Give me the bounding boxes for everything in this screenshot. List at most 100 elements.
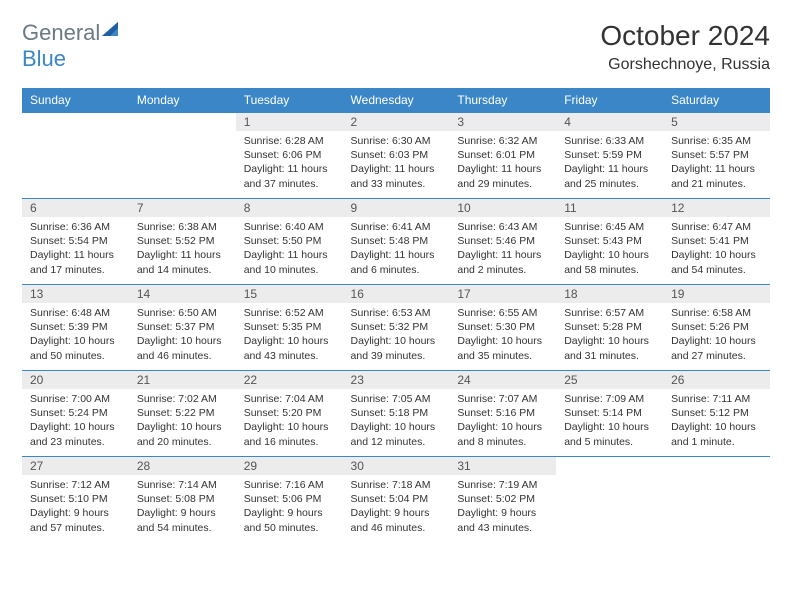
sunrise-text: Sunrise: 7:18 AM <box>351 478 442 492</box>
sunset-text: Sunset: 5:41 PM <box>671 234 762 248</box>
calendar-day-cell: 23Sunrise: 7:05 AMSunset: 5:18 PMDayligh… <box>343 371 450 457</box>
day-number: 30 <box>343 457 450 475</box>
daylight-text: Daylight: 9 hours and 54 minutes. <box>137 506 228 534</box>
logo-text-2: Blue <box>22 46 66 71</box>
sunrise-text: Sunrise: 6:35 AM <box>671 134 762 148</box>
day-number: 24 <box>449 371 556 389</box>
sunrise-text: Sunrise: 6:47 AM <box>671 220 762 234</box>
calendar-day-cell: 18Sunrise: 6:57 AMSunset: 5:28 PMDayligh… <box>556 285 663 371</box>
sunset-text: Sunset: 6:03 PM <box>351 148 442 162</box>
day-number: 10 <box>449 199 556 217</box>
calendar-day-cell: 4Sunrise: 6:33 AMSunset: 5:59 PMDaylight… <box>556 113 663 199</box>
day-details: Sunrise: 6:52 AMSunset: 5:35 PMDaylight:… <box>236 303 343 367</box>
logo-triangle-icon <box>100 20 120 40</box>
calendar-day-cell: 3Sunrise: 6:32 AMSunset: 6:01 PMDaylight… <box>449 113 556 199</box>
sunset-text: Sunset: 5:46 PM <box>457 234 548 248</box>
day-details: Sunrise: 6:45 AMSunset: 5:43 PMDaylight:… <box>556 217 663 281</box>
day-number: 19 <box>663 285 770 303</box>
title-box: October 2024 Gorshechnoye, Russia <box>600 20 770 74</box>
day-details: Sunrise: 6:41 AMSunset: 5:48 PMDaylight:… <box>343 217 450 281</box>
day-number: 14 <box>129 285 236 303</box>
sunrise-text: Sunrise: 7:07 AM <box>457 392 548 406</box>
day-details: Sunrise: 6:32 AMSunset: 6:01 PMDaylight:… <box>449 131 556 195</box>
sunset-text: Sunset: 5:16 PM <box>457 406 548 420</box>
sunrise-text: Sunrise: 7:12 AM <box>30 478 121 492</box>
calendar-week-row: 27Sunrise: 7:12 AMSunset: 5:10 PMDayligh… <box>22 457 770 543</box>
sunrise-text: Sunrise: 6:36 AM <box>30 220 121 234</box>
calendar-day-cell: 25Sunrise: 7:09 AMSunset: 5:14 PMDayligh… <box>556 371 663 457</box>
sunset-text: Sunset: 5:18 PM <box>351 406 442 420</box>
sunset-text: Sunset: 5:22 PM <box>137 406 228 420</box>
day-number: 11 <box>556 199 663 217</box>
sunrise-text: Sunrise: 6:57 AM <box>564 306 655 320</box>
sunrise-text: Sunrise: 6:48 AM <box>30 306 121 320</box>
sunset-text: Sunset: 5:02 PM <box>457 492 548 506</box>
day-number: 2 <box>343 113 450 131</box>
daylight-text: Daylight: 10 hours and 8 minutes. <box>457 420 548 448</box>
month-title: October 2024 <box>600 20 770 52</box>
calendar-table: SundayMondayTuesdayWednesdayThursdayFrid… <box>22 88 770 543</box>
day-number: 23 <box>343 371 450 389</box>
weekday-header: Thursday <box>449 88 556 113</box>
day-details: Sunrise: 6:30 AMSunset: 6:03 PMDaylight:… <box>343 131 450 195</box>
sunrise-text: Sunrise: 6:41 AM <box>351 220 442 234</box>
sunset-text: Sunset: 5:28 PM <box>564 320 655 334</box>
sunrise-text: Sunrise: 7:16 AM <box>244 478 335 492</box>
calendar-day-cell: 5Sunrise: 6:35 AMSunset: 5:57 PMDaylight… <box>663 113 770 199</box>
day-details: Sunrise: 7:18 AMSunset: 5:04 PMDaylight:… <box>343 475 450 539</box>
sunrise-text: Sunrise: 7:05 AM <box>351 392 442 406</box>
day-number: 22 <box>236 371 343 389</box>
day-number: 13 <box>22 285 129 303</box>
day-details: Sunrise: 7:05 AMSunset: 5:18 PMDaylight:… <box>343 389 450 453</box>
daylight-text: Daylight: 10 hours and 1 minute. <box>671 420 762 448</box>
sunset-text: Sunset: 5:04 PM <box>351 492 442 506</box>
daylight-text: Daylight: 10 hours and 46 minutes. <box>137 334 228 362</box>
calendar-day-cell: 19Sunrise: 6:58 AMSunset: 5:26 PMDayligh… <box>663 285 770 371</box>
sunset-text: Sunset: 6:01 PM <box>457 148 548 162</box>
sunrise-text: Sunrise: 6:28 AM <box>244 134 335 148</box>
daylight-text: Daylight: 11 hours and 6 minutes. <box>351 248 442 276</box>
daylight-text: Daylight: 10 hours and 50 minutes. <box>30 334 121 362</box>
sunset-text: Sunset: 5:52 PM <box>137 234 228 248</box>
day-number: 27 <box>22 457 129 475</box>
daylight-text: Daylight: 9 hours and 43 minutes. <box>457 506 548 534</box>
day-details: Sunrise: 6:47 AMSunset: 5:41 PMDaylight:… <box>663 217 770 281</box>
calendar-day-cell: 13Sunrise: 6:48 AMSunset: 5:39 PMDayligh… <box>22 285 129 371</box>
calendar-week-row: 6Sunrise: 6:36 AMSunset: 5:54 PMDaylight… <box>22 199 770 285</box>
sunset-text: Sunset: 5:37 PM <box>137 320 228 334</box>
day-details: Sunrise: 7:04 AMSunset: 5:20 PMDaylight:… <box>236 389 343 453</box>
calendar-day-cell: 31Sunrise: 7:19 AMSunset: 5:02 PMDayligh… <box>449 457 556 543</box>
sunrise-text: Sunrise: 7:00 AM <box>30 392 121 406</box>
sunset-text: Sunset: 5:08 PM <box>137 492 228 506</box>
day-number: 3 <box>449 113 556 131</box>
calendar-header-row: SundayMondayTuesdayWednesdayThursdayFrid… <box>22 88 770 113</box>
day-details: Sunrise: 7:11 AMSunset: 5:12 PMDaylight:… <box>663 389 770 453</box>
sunset-text: Sunset: 5:06 PM <box>244 492 335 506</box>
daylight-text: Daylight: 10 hours and 39 minutes. <box>351 334 442 362</box>
daylight-text: Daylight: 10 hours and 35 minutes. <box>457 334 548 362</box>
weekday-header: Friday <box>556 88 663 113</box>
calendar-day-cell: 7Sunrise: 6:38 AMSunset: 5:52 PMDaylight… <box>129 199 236 285</box>
daylight-text: Daylight: 10 hours and 31 minutes. <box>564 334 655 362</box>
day-number: 7 <box>129 199 236 217</box>
calendar-day-cell <box>129 113 236 199</box>
day-number: 16 <box>343 285 450 303</box>
daylight-text: Daylight: 11 hours and 17 minutes. <box>30 248 121 276</box>
sunrise-text: Sunrise: 6:53 AM <box>351 306 442 320</box>
calendar-day-cell: 12Sunrise: 6:47 AMSunset: 5:41 PMDayligh… <box>663 199 770 285</box>
day-details: Sunrise: 6:28 AMSunset: 6:06 PMDaylight:… <box>236 131 343 195</box>
sunrise-text: Sunrise: 6:33 AM <box>564 134 655 148</box>
daylight-text: Daylight: 10 hours and 43 minutes. <box>244 334 335 362</box>
calendar-day-cell: 1Sunrise: 6:28 AMSunset: 6:06 PMDaylight… <box>236 113 343 199</box>
day-details: Sunrise: 7:09 AMSunset: 5:14 PMDaylight:… <box>556 389 663 453</box>
calendar-week-row: 13Sunrise: 6:48 AMSunset: 5:39 PMDayligh… <box>22 285 770 371</box>
day-number: 28 <box>129 457 236 475</box>
logo: General Blue <box>22 20 120 72</box>
day-number: 6 <box>22 199 129 217</box>
day-number: 8 <box>236 199 343 217</box>
day-number: 17 <box>449 285 556 303</box>
calendar-week-row: 20Sunrise: 7:00 AMSunset: 5:24 PMDayligh… <box>22 371 770 457</box>
day-details: Sunrise: 7:14 AMSunset: 5:08 PMDaylight:… <box>129 475 236 539</box>
sunset-text: Sunset: 5:43 PM <box>564 234 655 248</box>
day-number: 9 <box>343 199 450 217</box>
